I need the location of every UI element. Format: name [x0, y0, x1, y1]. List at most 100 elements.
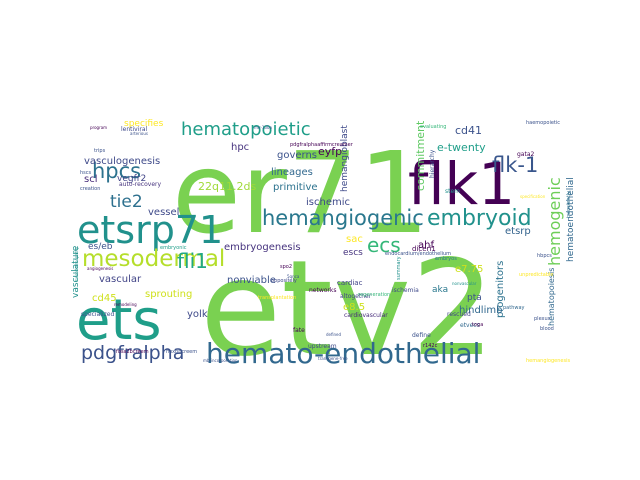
cloud-word: pdgfralpha — [81, 342, 184, 364]
cloud-word: embryonic — [160, 245, 187, 251]
cloud-word: pathway — [503, 305, 525, 311]
cloud-word: hscs — [80, 170, 92, 176]
cloud-word: es/eb — [88, 242, 113, 252]
cloud-word: 5qnca — [287, 274, 300, 279]
cloud-word: mesodermal — [82, 246, 225, 272]
cloud-word: e7.75 — [455, 264, 483, 275]
cloud-word: commitment — [414, 120, 427, 191]
cloud-word: mir-130a — [254, 125, 272, 130]
cloud-word: embryogenesis — [224, 242, 301, 253]
cloud-word: creation — [80, 186, 100, 192]
cloud-word: ischemic — [306, 197, 350, 208]
cloud-word: transgene-free — [318, 356, 348, 361]
cloud-word: nonviable — [227, 275, 276, 286]
cloud-word: vegfr2 — [117, 174, 146, 184]
cloud-word: plexus — [534, 316, 551, 322]
cloud-word: ecs — [367, 233, 401, 257]
cloud-word: endocardium/endothelium — [385, 251, 451, 257]
cloud-word: arterious — [130, 131, 148, 136]
cloud-word: hemangioblast — [340, 125, 350, 192]
cloud-word: evaluating — [420, 124, 446, 130]
cloud-word: etsrp — [505, 226, 531, 237]
cloud-word: auto-recovery — [119, 181, 161, 188]
cloud-word: fate — [293, 327, 305, 334]
cloud-word: e8.5 — [343, 302, 365, 313]
cloud-word: fosa2bcreem — [116, 349, 149, 355]
cloud-word: cardiac — [337, 279, 363, 287]
cloud-word: altogether — [340, 293, 372, 300]
cloud-word: hemangiogenic — [262, 206, 424, 230]
cloud-word: remodeling — [114, 302, 137, 307]
cloud-word: cd41 — [455, 124, 482, 137]
cloud-word: eyfp — [318, 145, 342, 158]
cloud-word: specifies — [124, 119, 164, 129]
cloud-word: cardiovascular — [344, 312, 388, 319]
cloud-word: specialized — [81, 311, 114, 318]
cloud-word: fli1 — [177, 249, 208, 273]
cloud-word: mesodermopathy — [74, 246, 79, 282]
cloud-word: hematoendothelial — [566, 177, 576, 262]
cloud-word: etvecs — [460, 322, 480, 329]
cloud-word: cd45 — [92, 293, 117, 304]
cloud-word: hematopoietic — [181, 119, 311, 140]
cloud-word: hemogenic — [545, 177, 564, 266]
cloud-word: aka — [432, 285, 448, 295]
cloud-word: flk-1 — [492, 153, 538, 177]
cloud-word: blood — [540, 326, 554, 332]
cloud-word: escs — [343, 248, 363, 258]
cloud-word: networks — [309, 287, 337, 294]
cloud-word: nonvascular — [452, 281, 477, 286]
cloud-word: ischemia — [392, 287, 419, 294]
cloud-word: ahf — [418, 240, 434, 251]
cloud-word: sprouting — [145, 289, 192, 300]
cloud-word: hpcs — [92, 159, 141, 183]
cloud-word: scl — [84, 174, 98, 185]
cloud-word: specification — [520, 194, 546, 199]
cloud-word: vasculature — [71, 245, 81, 298]
cloud-word: stem — [445, 188, 460, 195]
cloud-word: etsrp71 — [77, 208, 223, 252]
cloud-word: lineages — [271, 167, 313, 178]
cloud-word: er71 — [172, 129, 429, 259]
cloud-word: spo2 — [280, 264, 292, 270]
cloud-word: embryos — [435, 256, 457, 262]
cloud-word: flk1 — [408, 150, 515, 218]
cloud-word: upstream — [308, 343, 337, 350]
cloud-word: haemopoietic — [526, 120, 560, 126]
cloud-word: oppositely — [271, 278, 297, 284]
cloud-word: transiently — [566, 191, 572, 218]
cloud-word: vasculogenesis — [84, 156, 160, 167]
cloud-word: hematopoiesis — [547, 268, 556, 326]
cloud-word: primitive — [273, 182, 318, 193]
cloud-word: trips — [94, 148, 106, 154]
cloud-word: etv2 — [200, 232, 495, 386]
cloud-word: lentiviral — [121, 126, 148, 133]
cloud-word: yolk — [187, 309, 208, 320]
cloud-word: regeneration — [358, 292, 390, 298]
cloud-word: rescued — [447, 311, 471, 318]
cloud-word: hbpcs — [537, 253, 552, 259]
cloud-word: progenitors — [495, 261, 506, 318]
cloud-word: transplantation — [258, 295, 296, 301]
cloud-word: e-twenty — [437, 141, 486, 154]
cloud-word: angiogenesis — [87, 266, 113, 271]
cloud-word: defined — [326, 332, 342, 337]
cloud-word: toga — [472, 322, 483, 328]
cloud-word: hoxbbcreem — [166, 349, 197, 355]
cloud-word: tie2 — [110, 192, 143, 212]
cloud-word: embryoid — [427, 206, 532, 231]
cloud-word: hindlimb — [459, 305, 502, 316]
cloud-word: unpredictable — [519, 272, 554, 278]
cloud-word: hemangiogenesis — [526, 358, 570, 364]
cloud-word: hemato-endothelial — [206, 337, 480, 370]
cloud-word: hpc — [231, 142, 249, 153]
cloud-word: define — [412, 332, 431, 339]
cloud-word: vessel — [148, 207, 179, 218]
cloud-word: diceri1 — [412, 245, 436, 253]
cloud-word: program — [90, 125, 107, 130]
cloud-word: governs — [277, 150, 317, 161]
cloud-word: 22q11.2ds — [198, 180, 256, 193]
cloud-word: hierarchy — [429, 149, 436, 178]
cloud-word: pta — [467, 293, 482, 303]
